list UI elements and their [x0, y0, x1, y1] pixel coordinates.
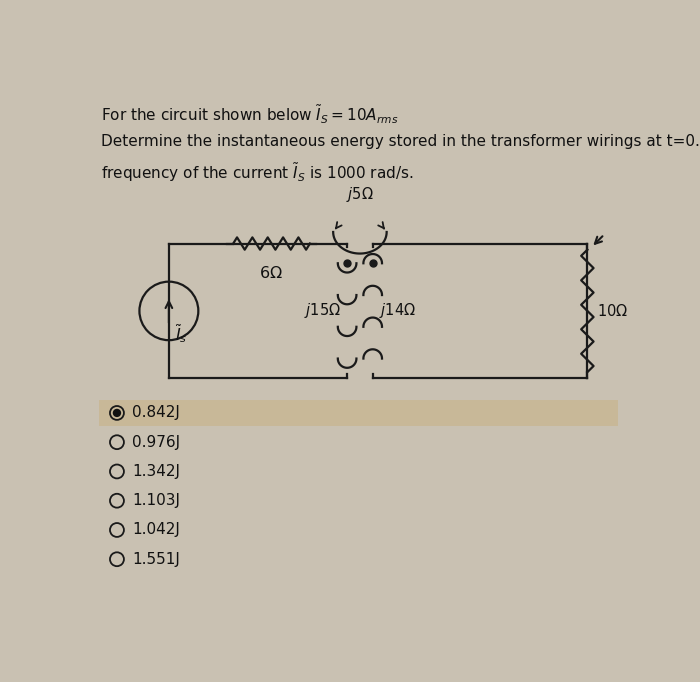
Text: $10\Omega$: $10\Omega$ — [596, 303, 628, 319]
Text: $j15\Omega$: $j15\Omega$ — [304, 301, 341, 321]
Text: $6\Omega$: $6\Omega$ — [259, 265, 283, 281]
Text: $j5\Omega$: $j5\Omega$ — [346, 186, 374, 205]
Text: 1.551J: 1.551J — [132, 552, 181, 567]
Text: 0.976J: 0.976J — [132, 434, 181, 449]
Text: Determine the instantaneous energy stored in the transformer wirings at t=0. The: Determine the instantaneous energy store… — [102, 134, 700, 149]
Text: 1.103J: 1.103J — [132, 493, 181, 508]
Text: 1.342J: 1.342J — [132, 464, 181, 479]
FancyBboxPatch shape — [99, 400, 618, 426]
Text: 0.842J: 0.842J — [132, 405, 181, 420]
Text: $j14\Omega$: $j14\Omega$ — [379, 301, 416, 321]
Text: $\widetilde{I}_s$: $\widetilde{I}_s$ — [175, 323, 188, 345]
Circle shape — [113, 409, 120, 417]
Text: 1.042J: 1.042J — [132, 522, 181, 537]
Text: frequency of the current $\widetilde{I}_S$ is 1000 rad/s.: frequency of the current $\widetilde{I}_… — [102, 161, 414, 184]
Text: For the circuit shown below $\widetilde{I}_S = 10A_{rms}$: For the circuit shown below $\widetilde{… — [102, 104, 399, 126]
